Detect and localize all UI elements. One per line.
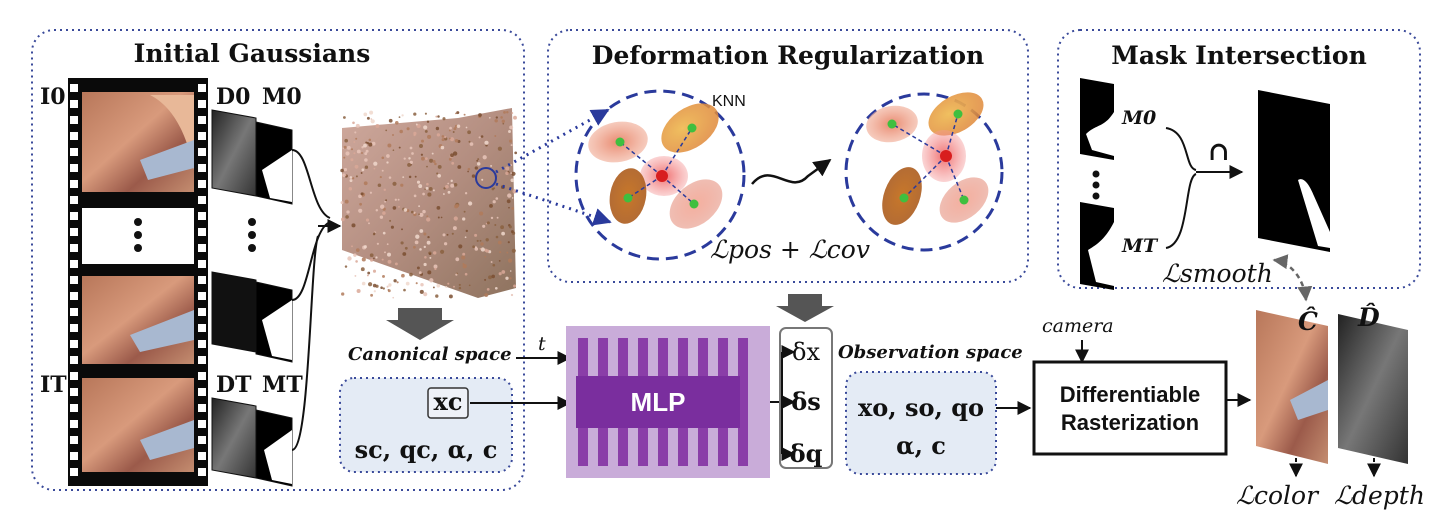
rendered-color-symbol: Ĉ bbox=[1298, 307, 1318, 336]
down-arrow-canonical bbox=[386, 308, 454, 340]
depth-mask-stack-mid bbox=[211, 271, 293, 363]
rasterizer-label-line2: Rasterization bbox=[1061, 410, 1199, 435]
depth-label-first: D0 bbox=[216, 84, 250, 110]
image-label-first: I0 bbox=[40, 84, 66, 110]
mask-intersection-result bbox=[1258, 90, 1330, 252]
canonical-space-box bbox=[339, 377, 513, 473]
mlp-label: MLP bbox=[631, 387, 686, 417]
intersection-brace bbox=[1165, 127, 1197, 249]
camera-label: camera bbox=[1042, 315, 1114, 337]
depth-mask-stack-last bbox=[211, 397, 293, 487]
observation-attributes-line2: α, c bbox=[896, 431, 946, 460]
film-strip bbox=[68, 78, 208, 486]
knn-label: KNN bbox=[712, 93, 746, 110]
merge-arrow bbox=[291, 149, 331, 451]
panel-title-mask-intersection: Mask Intersection bbox=[1111, 41, 1367, 70]
canonical-attributes: sc, qc, α, c bbox=[355, 435, 498, 464]
delta-position: δx bbox=[792, 338, 820, 366]
smooth-loss-link bbox=[1272, 254, 1313, 302]
ellipsis-dots-film bbox=[134, 218, 142, 252]
panel-title-initial-gaussians: Initial Gaussians bbox=[134, 39, 371, 68]
mask-label-last: MT bbox=[262, 372, 303, 398]
mask-thumb-first bbox=[1080, 78, 1114, 160]
mask-label-first-intersection: M0 bbox=[1121, 107, 1156, 129]
rendered-depth-image bbox=[1338, 314, 1408, 464]
observation-space-label: Observation space bbox=[838, 342, 1023, 363]
intersection-symbol: ∩ bbox=[1208, 137, 1230, 167]
deformation-loss: ℒpos + ℒcov bbox=[710, 235, 870, 264]
canonical-position: xc bbox=[434, 387, 463, 416]
point-cloud bbox=[340, 108, 518, 299]
canonical-position-box bbox=[427, 387, 469, 419]
time-input-label: t bbox=[538, 333, 546, 355]
delta-scale: δs bbox=[791, 387, 821, 416]
rendered-depth-symbol: D̂ bbox=[1357, 303, 1380, 332]
observation-space-box bbox=[845, 371, 997, 475]
rasterizer-label-line1: Differentiable bbox=[1060, 382, 1201, 407]
delta-rotation: δq bbox=[790, 439, 823, 468]
mlp-block-inner bbox=[576, 376, 740, 428]
knn-neighborhood-before bbox=[574, 89, 746, 261]
smooth-loss: ℒsmooth bbox=[1162, 259, 1273, 288]
ellipsis-dots-stack bbox=[248, 218, 256, 252]
rendered-color-image bbox=[1256, 310, 1328, 464]
canonical-space-label: Canonical space bbox=[348, 344, 512, 365]
delta-box bbox=[779, 327, 833, 469]
image-frame-last bbox=[82, 378, 194, 472]
depth-loss: ℒdepth bbox=[1334, 481, 1425, 510]
mask-thumb-last bbox=[1080, 202, 1114, 290]
panel-deformation-regularization bbox=[547, 29, 1029, 283]
depth-label-last: DT bbox=[216, 372, 252, 398]
zoom-circle bbox=[475, 167, 497, 189]
color-loss: ℒcolor bbox=[1236, 481, 1320, 510]
deformation-arrow bbox=[751, 158, 832, 185]
ellipsis-dots-mask bbox=[1092, 170, 1100, 200]
knn-neighborhood-after bbox=[844, 92, 1004, 252]
panel-initial-gaussians bbox=[31, 29, 525, 491]
mask-label-last-intersection: MT bbox=[1121, 235, 1159, 257]
image-label-last: IT bbox=[40, 372, 67, 398]
rasterizer-box bbox=[1032, 360, 1228, 456]
depth-mask-stack-first bbox=[211, 109, 293, 205]
panel-title-deformation-regularization: Deformation Regularization bbox=[592, 41, 984, 70]
down-arrow-deltas bbox=[776, 294, 834, 322]
observation-attributes-line1: xo, so, qo bbox=[858, 393, 984, 422]
mask-label-first: M0 bbox=[262, 84, 302, 110]
